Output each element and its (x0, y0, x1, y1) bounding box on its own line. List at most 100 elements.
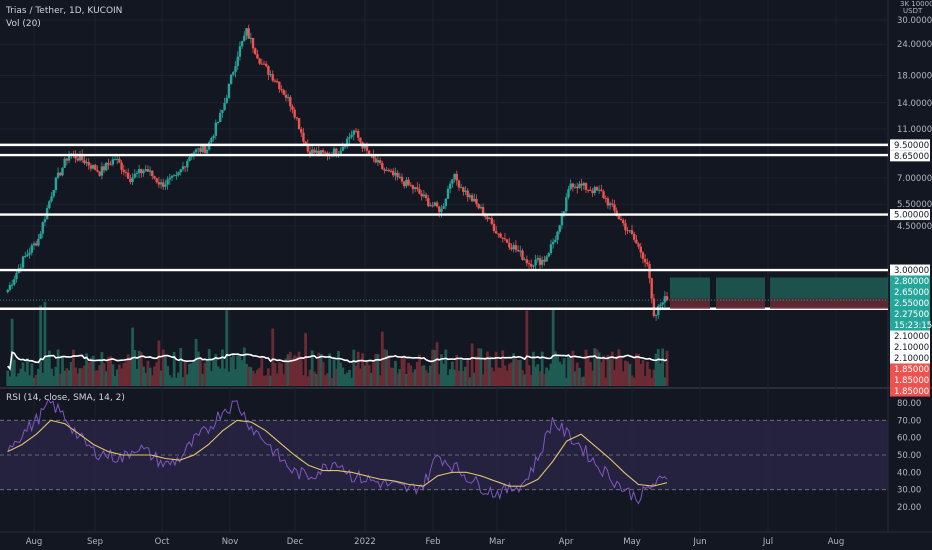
candle-body (76, 158, 80, 161)
x-tick-label: Sep (87, 537, 103, 547)
volume-bar (345, 372, 349, 386)
candle-body (438, 206, 441, 213)
volume-bar (256, 369, 259, 386)
volume-bar (580, 377, 584, 386)
volume-bar (6, 370, 10, 386)
volume-bar (663, 377, 667, 386)
volume-bar (236, 355, 240, 386)
volume-bar (433, 350, 437, 386)
candle-body (494, 231, 498, 234)
volume-bar (606, 354, 610, 386)
volume-bar (584, 349, 588, 386)
candle-body (339, 150, 342, 155)
volume-bar (295, 356, 299, 386)
volume-bar (407, 362, 410, 386)
candle-body (400, 176, 404, 182)
volume-bar (78, 368, 82, 386)
candle-body (304, 141, 307, 145)
candle-body (593, 187, 596, 193)
candle-body (639, 246, 642, 253)
volume-bar (161, 349, 165, 386)
candle-body (505, 239, 509, 243)
volume-bar (98, 365, 102, 386)
candle-body (558, 225, 561, 232)
volume-bar (604, 377, 608, 386)
candle-body (313, 149, 316, 153)
volume-bar (76, 373, 80, 386)
candle-body (144, 169, 147, 171)
candle-body (343, 146, 347, 148)
volume-bar (183, 361, 187, 386)
candle-body (624, 223, 627, 231)
volume-bar (124, 361, 128, 386)
candle-body (24, 255, 27, 257)
candle-body (78, 154, 82, 161)
candle-body (632, 234, 636, 240)
volume-bar (275, 373, 279, 386)
price-tag (890, 341, 930, 353)
candle-body (352, 130, 356, 135)
y-tick-label: 7.00000 (897, 174, 932, 184)
volume-bar (496, 367, 500, 386)
volume-bar (126, 354, 130, 386)
volume-bar (240, 360, 244, 386)
candle-body (348, 137, 351, 139)
candle-body (451, 179, 454, 184)
rsi-legend: RSI (14, close, SMA, 14, 2) (6, 393, 125, 403)
candle-body (354, 130, 358, 132)
x-tick-label: Nov (222, 537, 239, 547)
volume-bar (50, 368, 53, 386)
candle-body (453, 173, 456, 180)
candle-body (188, 156, 191, 161)
candle-body (251, 37, 255, 49)
volume-bar (58, 373, 62, 386)
volume-bar (310, 350, 314, 386)
candle-body (214, 122, 218, 136)
volume-bar (196, 351, 200, 386)
volume-bar (135, 368, 139, 386)
candle-body (565, 197, 568, 212)
candle-body (129, 178, 132, 183)
volume-bar (181, 377, 185, 386)
price-tag-label: 2.27500 (894, 310, 929, 320)
x-tick-label: May (623, 537, 641, 547)
volume-bar (23, 371, 27, 386)
volume-bar (223, 368, 226, 386)
candle-body (600, 189, 603, 192)
price-tag-label: 3.00000 (894, 266, 929, 276)
candle-body (573, 186, 577, 188)
candle-body (455, 173, 458, 181)
candle-body (497, 233, 500, 235)
rsi-y-tick-label: 60.00 (897, 434, 921, 444)
volume-bar (641, 360, 645, 386)
candle-body (464, 190, 467, 192)
candle-body (243, 35, 246, 41)
volume-bar (164, 356, 167, 386)
volume-bar (82, 365, 86, 386)
volume-bar (413, 369, 417, 386)
candle-body (335, 148, 338, 155)
volume-bar (247, 366, 251, 386)
x-tick-label: Feb (425, 537, 440, 547)
candle-body (433, 202, 437, 206)
candle-body (63, 158, 66, 168)
volume-bar (352, 349, 356, 386)
volume-bar (437, 374, 441, 386)
volume-bar (284, 358, 288, 386)
volume-bar (21, 362, 25, 386)
candle-body (142, 170, 145, 174)
volume-bar (146, 360, 150, 386)
volume-bar (69, 362, 73, 386)
y-tick-label: 14.00000 (897, 99, 932, 109)
volume-bar (317, 352, 321, 386)
price-tag-label: 1.85000 (894, 376, 929, 386)
candle-body (249, 37, 253, 39)
candle-body (416, 187, 419, 190)
candle-body (646, 262, 649, 265)
volume-bar (150, 375, 154, 386)
volume-bar (218, 368, 222, 386)
candle-body (218, 112, 222, 122)
candle-body (567, 189, 570, 198)
candle-body (475, 198, 478, 204)
volume-bar (245, 363, 248, 386)
